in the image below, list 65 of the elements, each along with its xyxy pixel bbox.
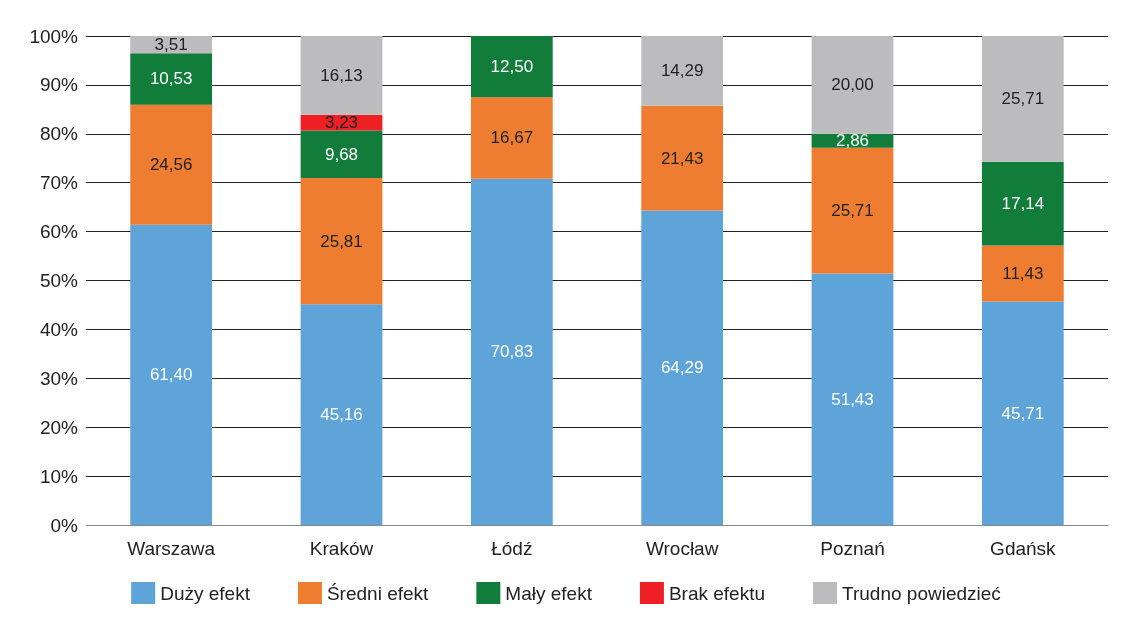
bar	[300, 177, 383, 305]
data-label: 12,50	[490, 57, 534, 77]
bar	[300, 36, 383, 115]
bar	[641, 36, 724, 106]
y-tick-label: 40%	[39, 318, 79, 340]
data-label: 2,86	[835, 131, 870, 151]
legend-label: Brak efektu	[668, 582, 766, 604]
data-label: 16,13	[320, 65, 363, 85]
y-tick-label: 100%	[29, 25, 79, 47]
data-label: 21,43	[660, 148, 704, 168]
data-label: 16,67	[490, 128, 534, 148]
bar	[811, 273, 894, 525]
bar	[300, 130, 383, 178]
bar	[981, 161, 1064, 246]
legend-label: Średni efekt	[326, 582, 430, 604]
bar	[641, 210, 724, 525]
bar	[470, 178, 553, 525]
bar	[470, 36, 553, 98]
bar	[300, 304, 383, 525]
x-tick-label: Poznań	[820, 538, 885, 559]
data-label: 10,53	[149, 69, 193, 89]
y-tick-label: 0%	[50, 514, 79, 536]
data-label: 25,71	[1001, 89, 1045, 109]
bar	[981, 245, 1064, 302]
x-tick-label: Warszawa	[127, 538, 216, 559]
bar	[130, 224, 213, 525]
data-label: 17,14	[1001, 194, 1045, 214]
y-tick-label: 20%	[39, 416, 79, 438]
legend-label: Trudno powiedzieć	[842, 582, 1001, 604]
data-label: 45,71	[1001, 403, 1045, 423]
data-label: 70,83	[490, 342, 534, 362]
x-tick-label: Gdańsk	[990, 538, 1057, 559]
y-tick-label: 90%	[39, 74, 79, 96]
data-label: 20,00	[831, 75, 874, 95]
y-tick-label: 30%	[39, 367, 79, 389]
data-label: 11,43	[1002, 264, 1044, 284]
data-label: 25,71	[831, 201, 874, 221]
y-tick-label: 50%	[39, 270, 79, 291]
bar	[981, 301, 1064, 525]
data-label: 64,29	[660, 358, 704, 378]
bar	[811, 36, 894, 134]
data-label: 9,68	[324, 144, 359, 164]
bar	[981, 36, 1064, 162]
legend-label: Duży efekt	[160, 582, 251, 604]
bar	[130, 53, 213, 105]
x-tick-label: Łódź	[491, 538, 533, 559]
y-tick-label: 70%	[39, 172, 79, 194]
data-label: 45,16	[320, 405, 363, 425]
data-label: 61,40	[149, 365, 193, 385]
x-tick-label: Kraków	[309, 538, 374, 559]
y-tick-label: 10%	[39, 465, 79, 487]
y-tick-label: 80%	[39, 123, 79, 145]
data-label: 3,23	[324, 113, 359, 133]
data-label: 3,51	[154, 35, 188, 55]
bar	[130, 104, 213, 225]
data-label: 14,29	[660, 61, 704, 81]
data-label: 25,81	[320, 231, 363, 251]
bar	[811, 147, 894, 274]
data-label: 24,56	[149, 155, 193, 175]
x-tick-label: Wrocław	[645, 538, 719, 559]
bar	[641, 105, 724, 211]
y-tick-label: 60%	[39, 221, 79, 243]
data-label: 51,43	[831, 389, 874, 409]
bar	[470, 97, 553, 179]
legend-label: Mały efekt	[505, 582, 593, 604]
